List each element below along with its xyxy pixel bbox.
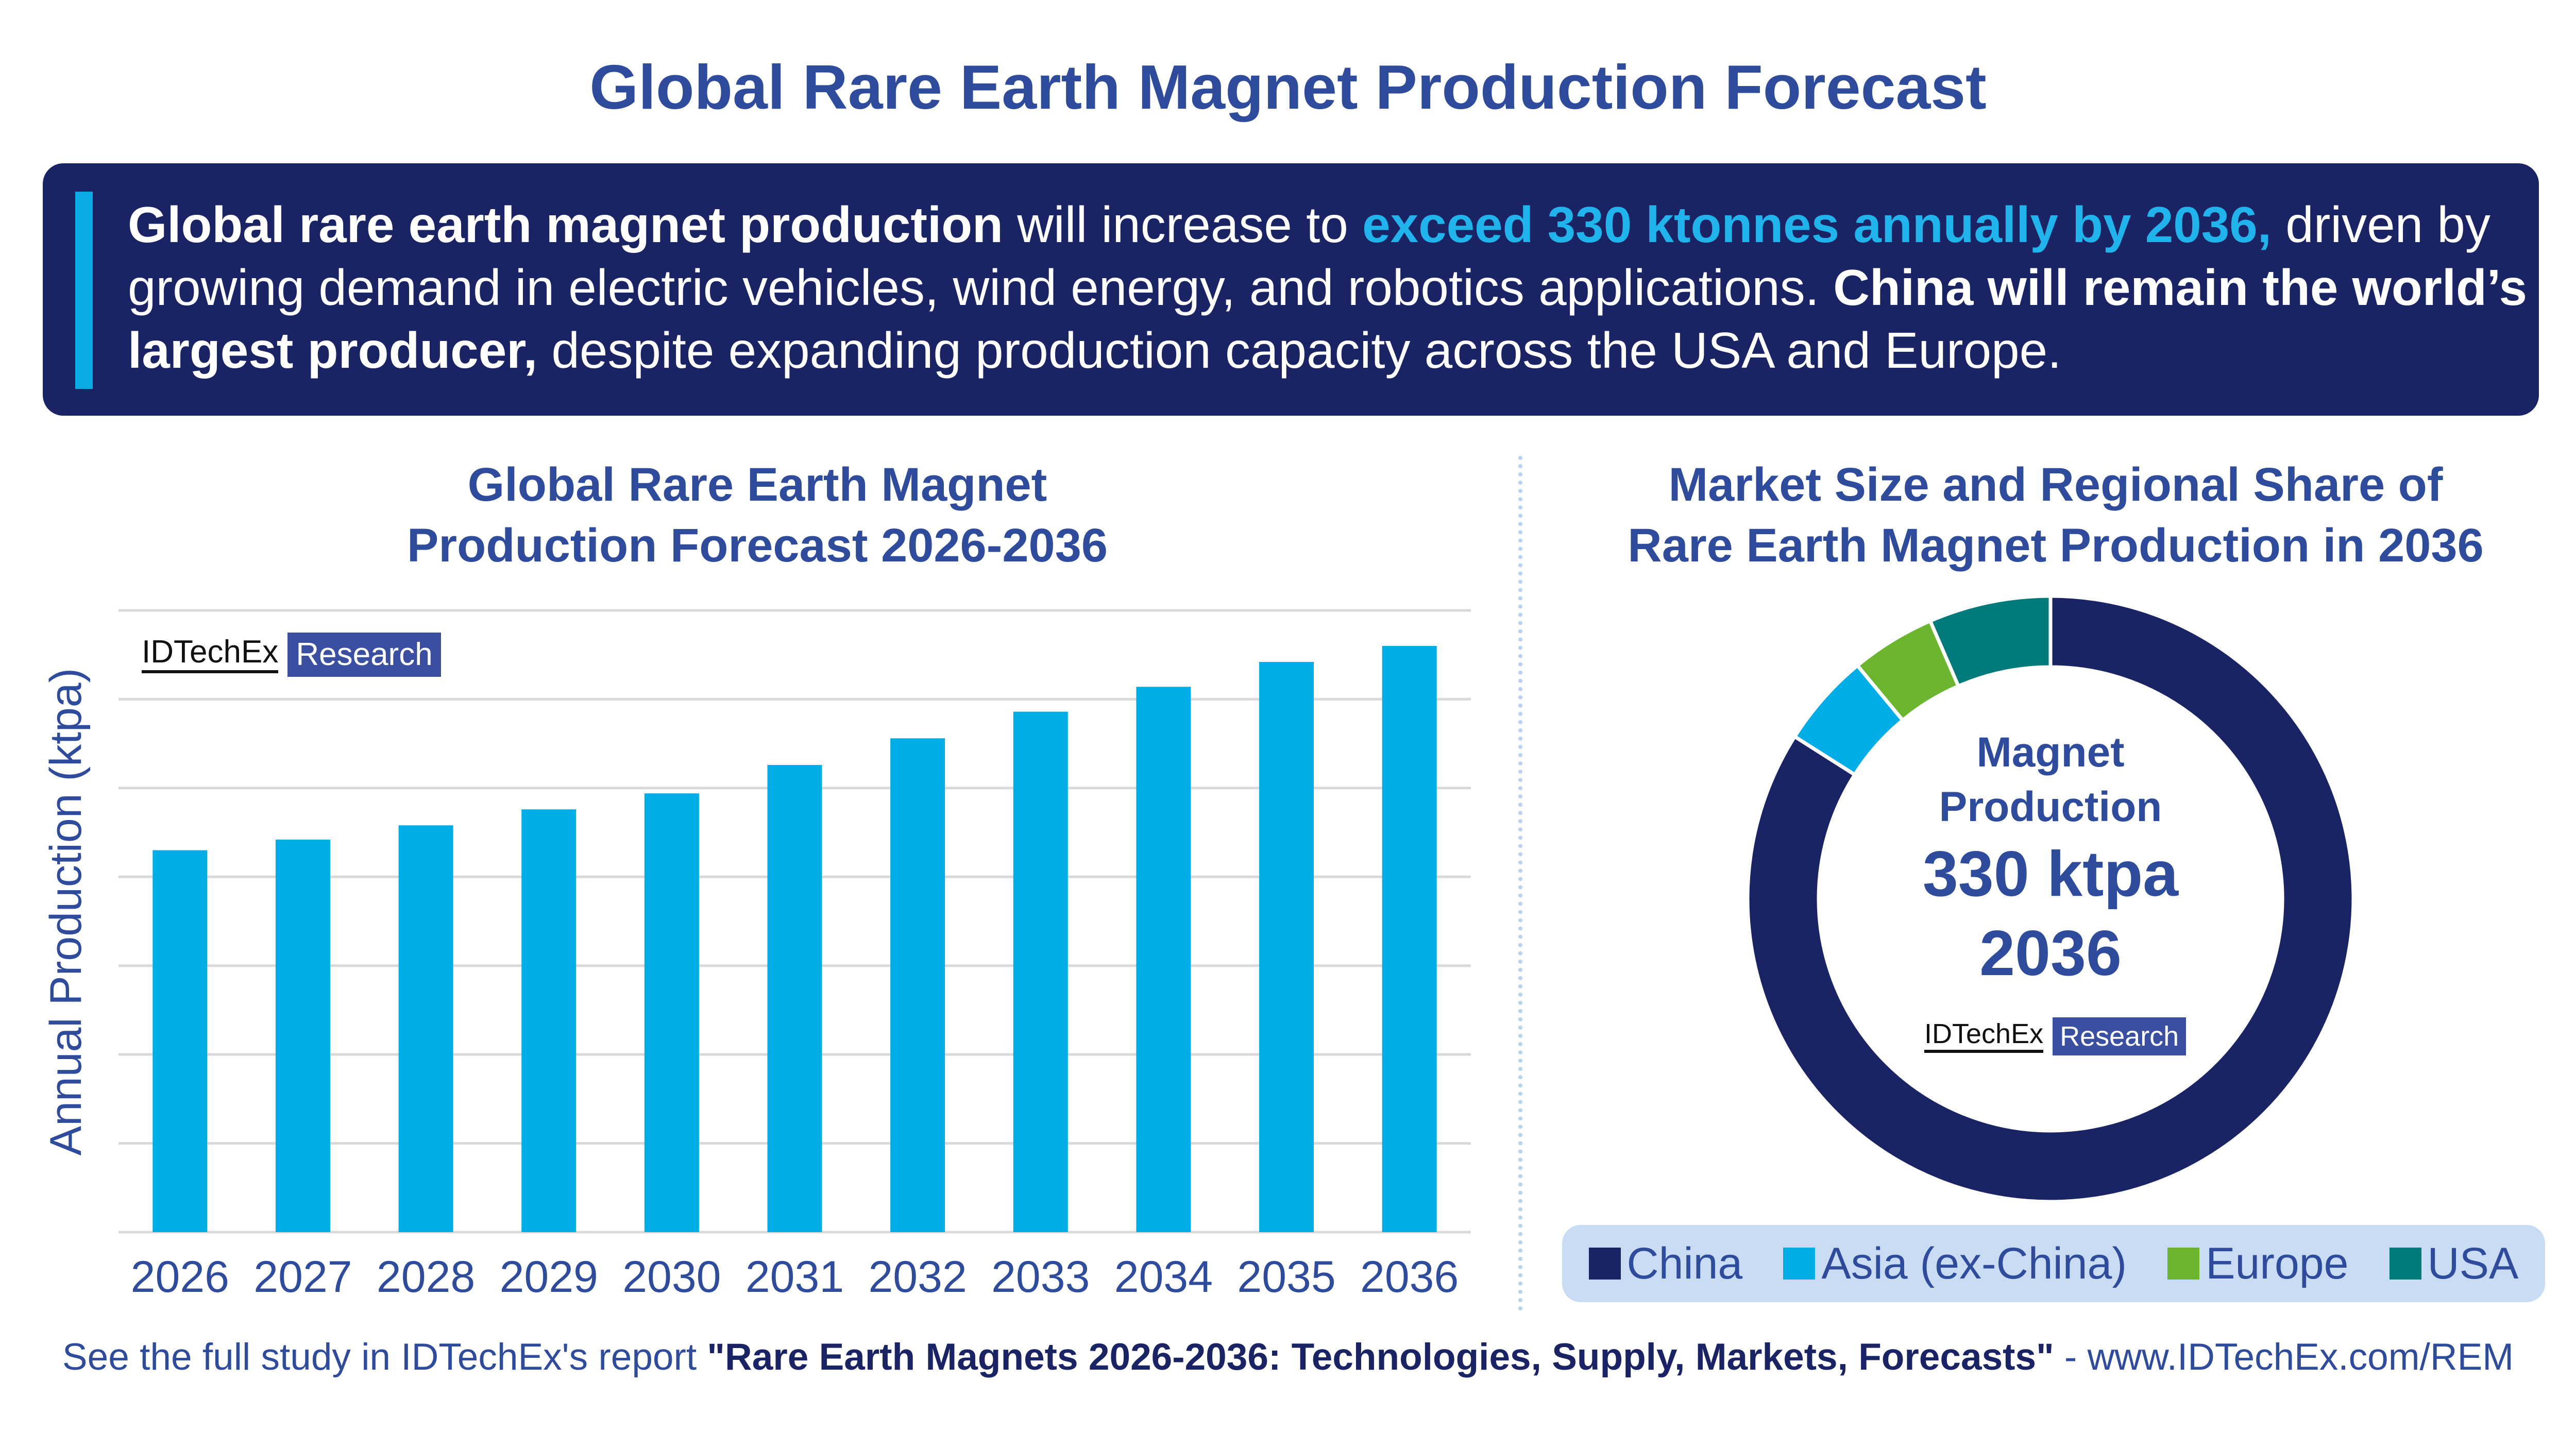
x-tick-label-2036: 2036 bbox=[1360, 1252, 1459, 1302]
donut-chart-title-line-2: Rare Earth Magnet Production in 2036 bbox=[1628, 519, 2484, 572]
bar-2026 bbox=[152, 850, 208, 1232]
donut-chart-title: Market Size and Regional Share of Rare E… bbox=[1551, 454, 2561, 576]
footer-suffix: - www.IDTechEx.com/REM bbox=[2054, 1336, 2514, 1378]
bar-2032 bbox=[890, 738, 945, 1232]
x-tick-label-2034: 2034 bbox=[1114, 1252, 1213, 1302]
donut-center-total: 330 ktpa bbox=[1922, 839, 2179, 910]
donut-center-line-2: Production bbox=[1939, 783, 2162, 830]
legend-swatch-asia bbox=[1783, 1248, 1816, 1280]
logo-wordmark: IDTechEx bbox=[1924, 1020, 2044, 1053]
bar-chart-title-line-2: Production Forecast 2026-2036 bbox=[406, 519, 1108, 572]
x-tick-label-2035: 2035 bbox=[1237, 1252, 1335, 1302]
legend-swatch-europe bbox=[2167, 1248, 2200, 1280]
legend-label-usa: USA bbox=[2427, 1238, 2519, 1288]
donut-center-line-1: Magnet bbox=[1976, 729, 2125, 776]
bar-2030 bbox=[644, 793, 699, 1232]
bar-chart-title: Global Rare Earth Magnet Production Fore… bbox=[108, 454, 1406, 576]
donut-chart-title-line-1: Market Size and Regional Share of bbox=[1668, 458, 2443, 511]
x-tick-label-2030: 2030 bbox=[622, 1252, 721, 1302]
bar-2036 bbox=[1382, 645, 1437, 1232]
donut-legend: China Asia (ex-China) Europe USA bbox=[1562, 1225, 2545, 1302]
x-tick-label-2026: 2026 bbox=[131, 1252, 229, 1302]
idtechex-logo: IDTechEx Research bbox=[142, 633, 441, 677]
banner-text-bold-1: Global rare earth magnet production bbox=[128, 196, 1003, 253]
footer-report-title: "Rare Earth Magnets 2026-2036: Technolog… bbox=[707, 1336, 2054, 1378]
bar-chart-title-line-1: Global Rare Earth Magnet bbox=[467, 458, 1047, 511]
legend-swatch-china bbox=[1588, 1248, 1621, 1280]
donut-center-label: Magnet Production bbox=[1793, 725, 2308, 834]
bar-2034 bbox=[1136, 687, 1191, 1232]
legend-label-europe: Europe bbox=[2206, 1238, 2349, 1288]
legend-item-europe: Europe bbox=[2167, 1238, 2348, 1289]
legend-item-usa: USA bbox=[2389, 1238, 2519, 1289]
donut-slice-china bbox=[1745, 594, 2355, 1204]
donut-center-year: 2036 bbox=[1979, 918, 2122, 989]
x-tick-label-2027: 2027 bbox=[253, 1252, 352, 1302]
page-title: Global Rare Earth Magnet Production Fore… bbox=[589, 52, 1987, 122]
x-tick-label-2033: 2033 bbox=[991, 1252, 1090, 1302]
banner-accent-bar bbox=[75, 192, 93, 389]
section-divider bbox=[1518, 456, 1522, 1311]
summary-banner bbox=[43, 163, 2539, 416]
footer-citation: See the full study in IDTechEx's report … bbox=[0, 1338, 2576, 1376]
banner-text-highlight: exceed 330 ktonnes annually by 2036, bbox=[1362, 196, 2272, 253]
footer-prefix: See the full study in IDTechEx's report bbox=[62, 1336, 707, 1378]
bar-chart: 2026 2027 2028 2029 2030 2031 2032 2033 2034 2035… bbox=[118, 609, 1471, 1302]
x-tick-label-2032: 2032 bbox=[868, 1252, 967, 1302]
bar-2035 bbox=[1259, 662, 1314, 1232]
banner-text-2: will increase to bbox=[1003, 196, 1363, 253]
banner-text-4: driven by growing demand in electric veh… bbox=[128, 196, 2490, 316]
legend-item-asia: Asia (ex-China) bbox=[1783, 1238, 2127, 1289]
x-tick-label-2031: 2031 bbox=[745, 1252, 844, 1302]
bar-2029 bbox=[521, 809, 577, 1232]
donut-center-value: 330 ktpa 2036 bbox=[1793, 834, 2308, 993]
bar-2033 bbox=[1013, 711, 1068, 1232]
donut-chart bbox=[1745, 594, 2355, 1204]
legend-swatch-usa bbox=[2389, 1248, 2421, 1280]
logo-wordmark: IDTechEx bbox=[142, 636, 279, 673]
idtechex-logo-donut: IDTechEx Research bbox=[1924, 1017, 2187, 1055]
banner-text: Global rare earth magnet production will… bbox=[128, 193, 2529, 382]
x-tick-label-2028: 2028 bbox=[377, 1252, 475, 1302]
bar-2027 bbox=[275, 839, 330, 1232]
legend-label-china: China bbox=[1626, 1238, 1743, 1288]
bar-2028 bbox=[398, 825, 453, 1232]
logo-research-badge: Research bbox=[287, 633, 441, 677]
banner-text-bold-5: China will remain the world’s largest pr… bbox=[128, 259, 2528, 379]
banner-text-6: despite expanding production capacity ac… bbox=[537, 322, 2062, 379]
legend-label-asia: Asia (ex-China) bbox=[1821, 1238, 2127, 1288]
bar-2031 bbox=[767, 765, 822, 1232]
legend-item-china: China bbox=[1588, 1238, 1743, 1289]
logo-research-badge: Research bbox=[2053, 1017, 2187, 1055]
donut-slice-usa bbox=[1927, 594, 2053, 689]
x-tick-label-2029: 2029 bbox=[500, 1252, 598, 1302]
